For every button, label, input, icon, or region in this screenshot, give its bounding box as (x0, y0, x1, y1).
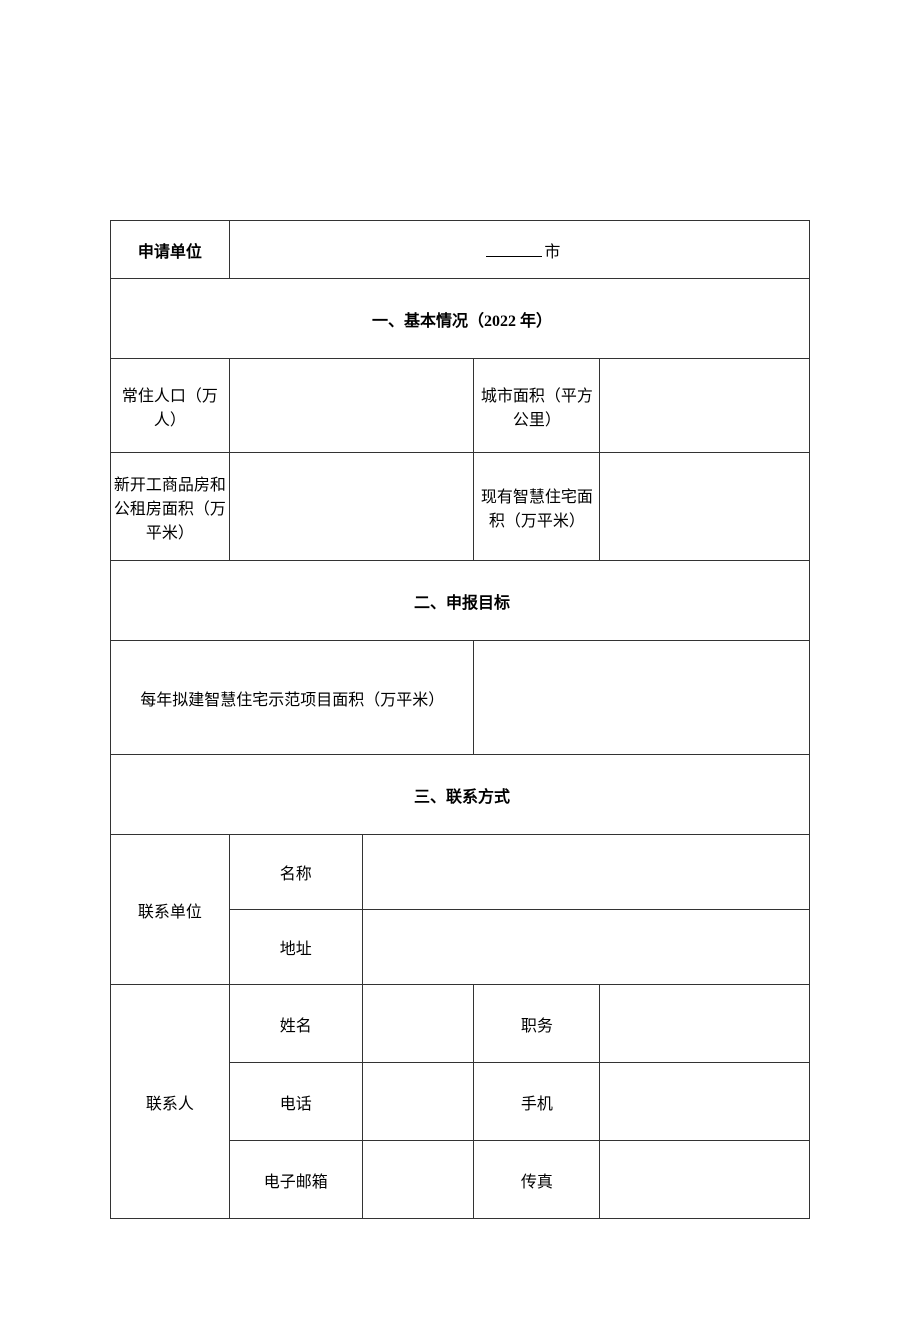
applicant-label: 申请单位 (111, 221, 230, 279)
applicant-value-cell[interactable]: 市 (229, 221, 809, 279)
new-housing-value[interactable] (229, 453, 474, 561)
yearly-target-value[interactable] (474, 641, 810, 755)
name-label: 姓名 (229, 985, 362, 1063)
mobile-value[interactable] (600, 1063, 810, 1141)
population-value[interactable] (229, 359, 474, 453)
application-form-table: 申请单位 市 一、基本情况（2022 年） 常住人口（万人） 城市面积（平方公里… (110, 220, 810, 1219)
unit-address-label: 地址 (229, 910, 362, 985)
name-value[interactable] (362, 985, 474, 1063)
city-area-value[interactable] (600, 359, 810, 453)
unit-address-value[interactable] (362, 910, 809, 985)
contact-unit-label: 联系单位 (111, 835, 230, 985)
mobile-label: 手机 (474, 1063, 600, 1141)
section3-header: 三、联系方式 (111, 755, 810, 835)
yearly-target-label: 每年拟建智慧住宅示范项目面积（万平米） (111, 641, 474, 755)
applicant-suffix: 市 (544, 244, 560, 261)
new-housing-label: 新开工商品房和公租房面积（万平米） (111, 453, 230, 561)
section2-header: 二、申报目标 (111, 561, 810, 641)
fax-label: 传真 (474, 1141, 600, 1219)
fax-value[interactable] (600, 1141, 810, 1219)
phone-value[interactable] (362, 1063, 474, 1141)
email-value[interactable] (362, 1141, 474, 1219)
city-area-label: 城市面积（平方公里） (474, 359, 600, 453)
section1-header: 一、基本情况（2022 年） (111, 279, 810, 359)
phone-label: 电话 (229, 1063, 362, 1141)
applicant-blank (486, 241, 542, 257)
unit-name-value[interactable] (362, 835, 809, 910)
duty-label: 职务 (474, 985, 600, 1063)
smart-area-value[interactable] (600, 453, 810, 561)
duty-value[interactable] (600, 985, 810, 1063)
smart-area-label: 现有智慧住宅面积（万平米） (474, 453, 600, 561)
unit-name-label: 名称 (229, 835, 362, 910)
contact-person-label: 联系人 (111, 985, 230, 1219)
email-label: 电子邮箱 (229, 1141, 362, 1219)
population-label: 常住人口（万人） (111, 359, 230, 453)
